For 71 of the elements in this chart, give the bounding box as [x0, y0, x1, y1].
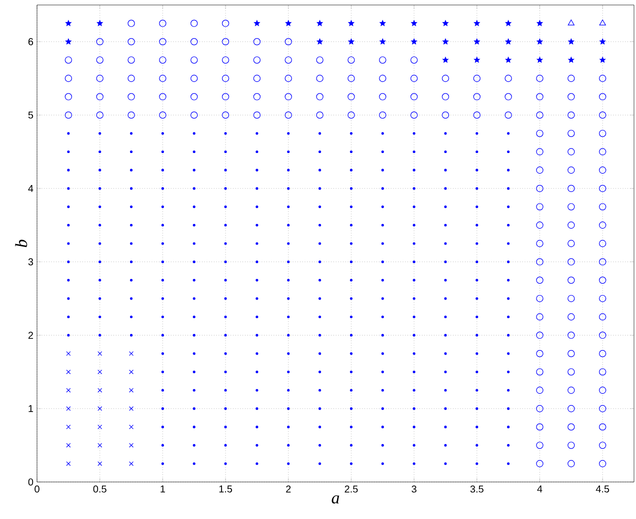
y-tick-label: 5 — [28, 112, 34, 119]
point — [442, 38, 448, 44]
point — [380, 20, 386, 26]
point — [505, 38, 512, 44]
point — [98, 443, 102, 448]
point — [66, 443, 71, 448]
point — [568, 38, 574, 44]
point — [65, 38, 72, 44]
point — [536, 56, 543, 63]
point — [599, 20, 606, 26]
x-tick-label: 0 — [34, 486, 40, 493]
x-tick-label: 0.5 — [93, 486, 106, 493]
point — [129, 424, 134, 430]
point — [411, 20, 418, 26]
point — [98, 406, 102, 411]
x-tick-label: 4 — [537, 486, 542, 492]
x-tick-label: 3 — [412, 486, 416, 493]
point — [66, 424, 71, 430]
point — [316, 38, 323, 44]
point — [98, 424, 102, 430]
point — [568, 20, 574, 26]
point — [316, 20, 323, 26]
point — [380, 38, 386, 44]
x-tick-label: 1.5 — [219, 486, 232, 492]
point — [96, 20, 103, 26]
x-tick-label: 3.5 — [470, 486, 484, 493]
y-axis-title: b — [15, 240, 28, 248]
point — [568, 56, 574, 63]
point — [65, 20, 72, 26]
x-axis-title: a — [332, 495, 340, 504]
y-tick-label: 1 — [28, 405, 34, 412]
point — [98, 351, 102, 356]
point — [66, 461, 71, 466]
point — [505, 20, 512, 26]
point — [129, 406, 134, 411]
point — [442, 20, 448, 26]
point — [129, 443, 134, 448]
point — [536, 20, 543, 26]
point — [285, 20, 292, 26]
point — [98, 388, 102, 393]
point — [129, 351, 134, 356]
y-tick-label: 0 — [28, 478, 34, 486]
y-tick-label: 4 — [28, 185, 34, 192]
point — [600, 56, 606, 63]
point — [66, 406, 71, 411]
point — [600, 38, 606, 44]
y-tick-label: 3 — [28, 258, 34, 266]
x-tick-label: 2.5 — [344, 486, 358, 493]
y-tick-label: 6 — [28, 38, 34, 46]
point — [66, 370, 71, 374]
y-tick-label: 2 — [28, 332, 33, 339]
point — [474, 38, 480, 44]
point — [129, 388, 134, 393]
point — [505, 56, 512, 63]
point — [129, 461, 134, 466]
x-tick-label: 2 — [286, 486, 291, 492]
point — [536, 38, 543, 44]
point — [411, 38, 418, 44]
x-tick-label: 1 — [160, 486, 165, 492]
point — [348, 38, 354, 44]
point — [98, 370, 102, 374]
point — [66, 351, 71, 356]
point — [442, 56, 448, 63]
x-tick-label: 4.5 — [596, 486, 610, 492]
point — [98, 461, 102, 466]
point — [66, 388, 71, 393]
point — [348, 20, 354, 26]
point — [474, 20, 480, 26]
point — [254, 20, 260, 26]
point — [129, 370, 134, 374]
point — [474, 56, 480, 63]
